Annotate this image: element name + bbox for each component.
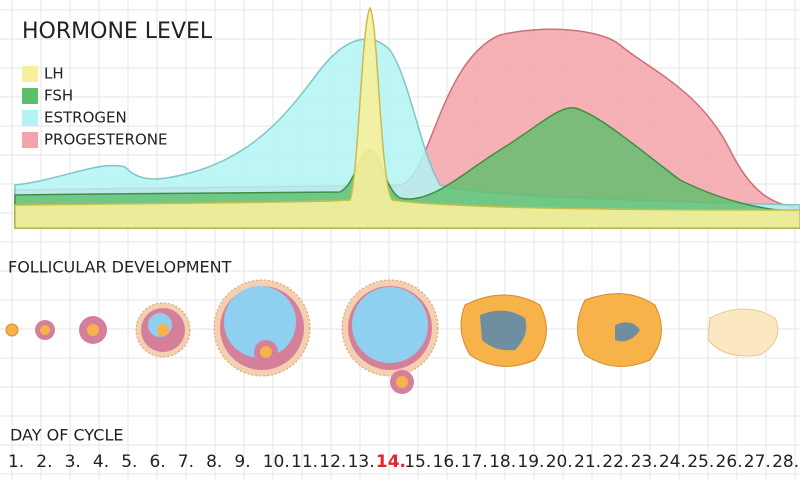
hormone-curves xyxy=(14,6,800,229)
day-label: 12. xyxy=(319,452,346,472)
legend-label: PROGESTERONE xyxy=(44,131,167,149)
day-label: 24. xyxy=(659,452,686,472)
legend-swatch xyxy=(22,66,38,82)
day-label: 5. xyxy=(121,452,137,472)
legend-label: LH xyxy=(44,65,64,83)
day-label: 27. xyxy=(744,452,771,472)
day-label: 22. xyxy=(602,452,629,472)
day-label: 4. xyxy=(93,452,109,472)
legend-swatch xyxy=(22,88,38,104)
day-label: 15. xyxy=(404,452,431,472)
fsh-area xyxy=(14,107,800,229)
day-label: 21. xyxy=(574,452,601,472)
legend: LH FSH ESTROGEN PROGESTERONE xyxy=(22,65,167,149)
day-label: 20. xyxy=(546,452,573,472)
day-label: 1. xyxy=(8,452,24,472)
day-label: 17. xyxy=(461,452,488,472)
day-label: 16. xyxy=(433,452,460,472)
follicles xyxy=(5,279,779,394)
day-label: 23. xyxy=(631,452,658,472)
legend-swatch xyxy=(22,110,38,126)
day-label: 13. xyxy=(348,452,375,472)
title: HORMONE LEVEL xyxy=(22,19,213,44)
day-label: 7. xyxy=(178,452,194,472)
day-label: 26. xyxy=(716,452,743,472)
day-label: 2. xyxy=(36,452,52,472)
day-label: 14. xyxy=(376,452,406,472)
legend-label: FSH xyxy=(44,87,73,105)
section-title: DAY OF CYCLE xyxy=(10,426,123,445)
day-label: 19. xyxy=(517,452,544,472)
lh-area xyxy=(14,6,800,229)
legend-label: ESTROGEN xyxy=(44,109,127,127)
day-label: 9. xyxy=(234,452,250,472)
day-label: 28. xyxy=(772,452,799,472)
day-label: 18. xyxy=(489,452,516,472)
section-title: FOLLICULAR DEVELOPMENT xyxy=(8,258,232,277)
legend-swatch xyxy=(22,132,38,148)
day-label: 25. xyxy=(687,452,714,472)
day-label: 3. xyxy=(65,452,81,472)
day-labels: 1. 2. 3. 4. 5. 6. 7. 8. 9. 10. 11. 12. 13. 14.15. 16. 1… xyxy=(8,452,799,472)
day-label: 6. xyxy=(150,452,166,472)
day-label: 11. xyxy=(291,452,318,472)
day-label: 10. xyxy=(263,452,290,472)
day-label: 8. xyxy=(206,452,222,472)
